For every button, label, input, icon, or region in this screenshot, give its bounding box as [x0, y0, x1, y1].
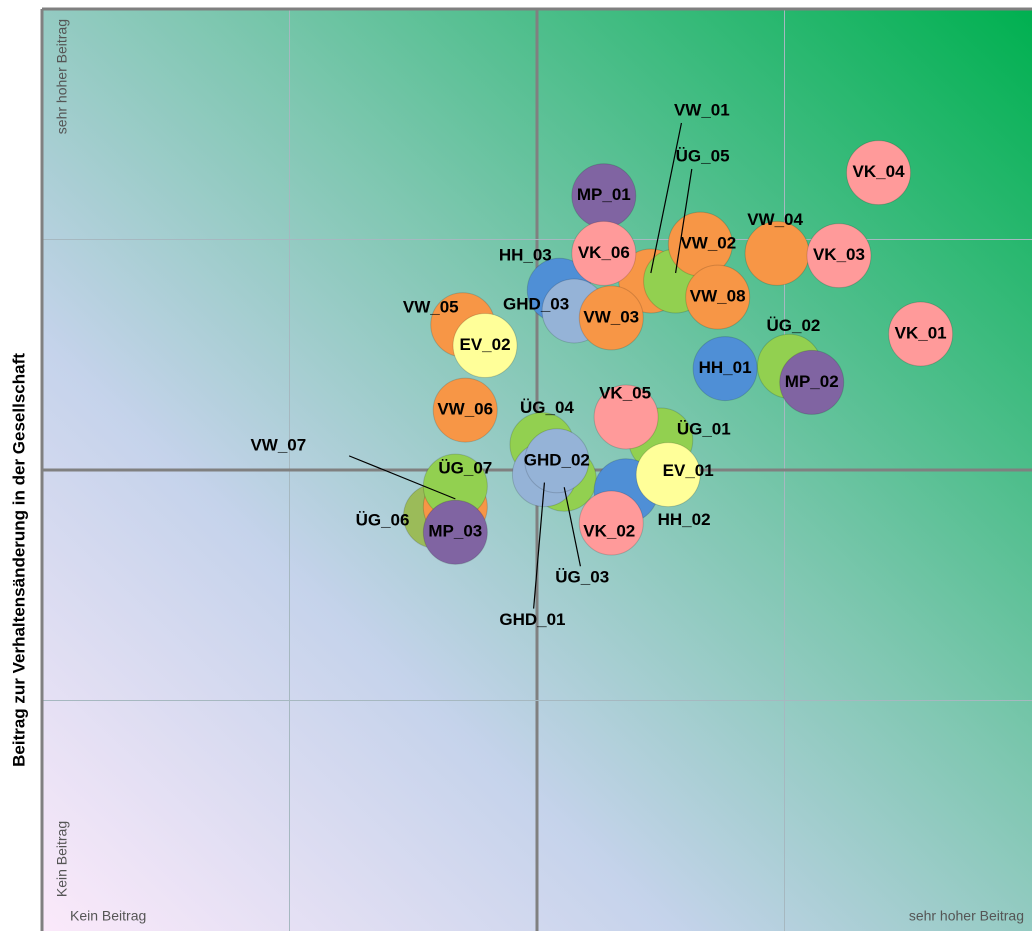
bubble	[806, 223, 872, 289]
point-label: ÜG_06	[356, 511, 410, 530]
bubble	[432, 377, 498, 443]
point-label: EV_02	[460, 335, 511, 354]
leader-line	[563, 487, 582, 567]
bubble	[593, 384, 659, 450]
bubble	[571, 220, 637, 286]
point-label: VW_07	[250, 435, 306, 454]
bubble	[888, 301, 954, 367]
x-tick-label: sehr hoher Beitrag	[909, 908, 1024, 924]
point-label: MP_02	[785, 372, 839, 391]
bubble	[422, 499, 488, 565]
bubble	[779, 349, 845, 415]
bubble	[846, 140, 912, 206]
point-label: GHD_01	[499, 610, 565, 629]
bubble	[685, 264, 751, 330]
bubble	[744, 220, 810, 286]
point-label: VK_06	[578, 243, 630, 262]
point-label: HH_01	[699, 358, 752, 377]
point-label: VK_04	[853, 162, 906, 181]
bubble	[452, 313, 518, 379]
point-label: ÜG_03	[555, 568, 609, 587]
point-label: VK_02	[583, 521, 635, 540]
bubble	[635, 442, 701, 508]
leader-line	[650, 122, 683, 274]
point-label: VW_03	[583, 307, 639, 326]
point-label: ÜG_07	[438, 459, 492, 478]
point-label: EV_01	[663, 461, 714, 480]
y-axis-label: Beitrag zur Verhaltensänderung in der Ge…	[9, 353, 28, 767]
point-label: MP_01	[577, 185, 631, 204]
leader-line	[348, 455, 456, 500]
point-label: VK_01	[895, 323, 947, 342]
point-label: ÜG_05	[676, 146, 730, 165]
bubble	[578, 285, 644, 351]
point-label: VK_03	[813, 245, 865, 264]
point-label: ÜG_01	[677, 420, 731, 439]
leader-line	[533, 482, 546, 609]
y-tick-label: sehr hoher Beitrag	[54, 19, 70, 134]
point-label: VW_01	[674, 100, 730, 119]
bubble	[578, 490, 644, 556]
point-label: ÜG_04	[520, 398, 574, 417]
bubble	[692, 336, 758, 402]
point-label: VW_04	[747, 210, 803, 229]
point-label: HH_03	[499, 246, 552, 265]
point-label: GHD_02	[524, 450, 590, 469]
point-label: MP_03	[428, 522, 482, 541]
point-label: GHD_03	[503, 294, 569, 313]
point-label: VW_02	[680, 234, 736, 253]
x-tick-label: Kein Beitrag	[70, 908, 146, 924]
point-label: VW_08	[690, 287, 746, 306]
point-label: VW_06	[437, 400, 493, 419]
y-tick-label: Kein Beitrag	[54, 821, 70, 897]
point-label: ÜG_02	[767, 316, 821, 335]
bubble	[524, 428, 590, 494]
leader-line	[675, 168, 693, 274]
point-label: HH_02	[658, 510, 711, 529]
point-label: VK_05	[599, 383, 651, 402]
point-label: VW_05	[403, 297, 459, 316]
